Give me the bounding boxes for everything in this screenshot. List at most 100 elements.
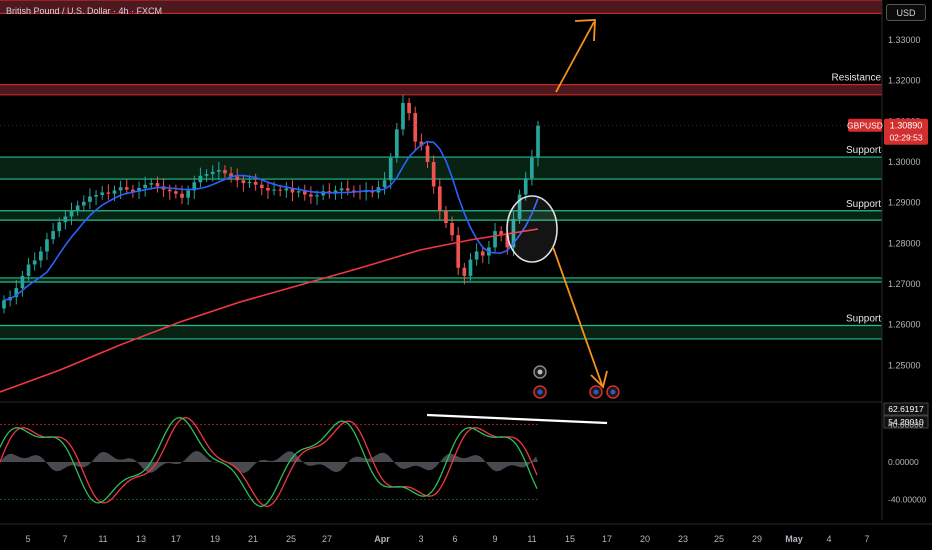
candle [38, 251, 43, 261]
candle [493, 231, 497, 248]
candle [112, 190, 117, 194]
candle [2, 300, 6, 309]
candle [155, 183, 160, 187]
candle [131, 189, 135, 192]
price-tick-label: 1.32000 [888, 76, 921, 86]
time-tick-label: 17 [602, 534, 612, 544]
candle [425, 145, 430, 162]
price-tick-label: 1.30000 [888, 157, 921, 167]
candle [309, 194, 313, 197]
osc-tick-label: 0.00000 [888, 457, 919, 467]
candle [437, 186, 442, 211]
price-tick-label: 1.33000 [888, 35, 921, 45]
candle [315, 195, 319, 197]
candle [413, 113, 418, 142]
osc-readout-2-bg [883, 415, 929, 429]
time-tick-label: 29 [752, 534, 762, 544]
candle [339, 188, 344, 191]
candle [45, 239, 49, 252]
candle [480, 251, 485, 256]
zone-support-3 [0, 210, 882, 221]
candle [419, 141, 424, 146]
symbol-label: GBPUSD [847, 121, 883, 131]
stoch-k-line [0, 416, 538, 508]
zone-resistance-1 [0, 84, 882, 95]
candle [253, 181, 258, 185]
bullish-arrow [555, 21, 595, 93]
candle [278, 189, 283, 191]
candle [94, 194, 98, 197]
time-tick-label: 19 [210, 534, 220, 544]
time-tick-label: Apr [374, 534, 390, 544]
time-tick-label: 11 [527, 534, 536, 544]
time-tick-label: 21 [248, 534, 258, 544]
time-tick-label: 7 [62, 534, 67, 544]
zone-support-5 [0, 325, 882, 339]
time-tick-label: 15 [565, 534, 575, 544]
candle [192, 182, 197, 191]
osc-tick-label: 40.00000 [888, 420, 924, 430]
candle [259, 184, 264, 188]
zone-support-4 [0, 277, 882, 282]
bearish-arrow-head [590, 370, 608, 389]
last-price-value: 1.30890 [890, 121, 923, 131]
candle [186, 190, 190, 198]
price-tick-label: 1.25000 [888, 360, 921, 370]
zone-label-support: Support [846, 145, 881, 156]
candle [229, 173, 233, 177]
event-icon-dot [610, 389, 616, 395]
candle [505, 235, 510, 248]
osc-readout-2: 54.20010 [888, 417, 924, 427]
countdown-value: 02:29:53 [889, 133, 922, 143]
zone-label-support: Support [846, 314, 881, 325]
candle [394, 129, 399, 158]
price-tick-label: 1.28000 [888, 238, 921, 248]
candle [241, 180, 246, 184]
candle [180, 193, 184, 198]
candle [407, 102, 411, 114]
symbol-price-tag [848, 118, 882, 132]
candle [302, 191, 307, 195]
candle [247, 181, 252, 184]
chart-title[interactable]: British Pound / U.S. Dollar · 4h · FXCM [6, 6, 163, 16]
osc-readout-1-bg [883, 402, 929, 416]
candle [57, 222, 62, 232]
candle [210, 171, 215, 175]
candle [81, 201, 86, 206]
event-icon-dot [537, 389, 543, 395]
osc-histogram [0, 450, 538, 474]
time-tick-label: 5 [25, 534, 30, 544]
candle [450, 222, 454, 236]
time-tick-label: 6 [452, 534, 457, 544]
candle [100, 192, 105, 195]
time-tick-label: 27 [322, 534, 332, 544]
bearish-arrow [552, 246, 603, 386]
time-tick-label: 17 [171, 534, 181, 544]
candle [216, 170, 221, 172]
candle [118, 187, 123, 191]
price-tick-label: 1.29000 [888, 198, 921, 208]
candle [20, 275, 25, 289]
candle [327, 191, 332, 193]
candle [69, 210, 74, 217]
zone-support-2 [0, 157, 882, 180]
candle [26, 264, 31, 276]
stoch-d-line [0, 416, 538, 508]
time-tick-label: 4 [826, 534, 831, 544]
candle [462, 267, 467, 276]
candle [296, 191, 301, 193]
candle [352, 190, 356, 192]
bullish-arrow-head [574, 19, 596, 42]
last-price-tag [884, 118, 928, 145]
candle [174, 191, 178, 194]
candle [517, 194, 522, 219]
time-tick-label: 25 [714, 534, 724, 544]
time-tick-label: 25 [286, 534, 296, 544]
candle [523, 178, 528, 195]
currency-button[interactable]: USD [886, 4, 926, 21]
osc-readout-1: 62.61917 [888, 404, 924, 414]
zone-label-resistance: Resistance [832, 73, 882, 84]
osc-tick-label: -40.00000 [888, 494, 927, 504]
candle [204, 174, 209, 176]
